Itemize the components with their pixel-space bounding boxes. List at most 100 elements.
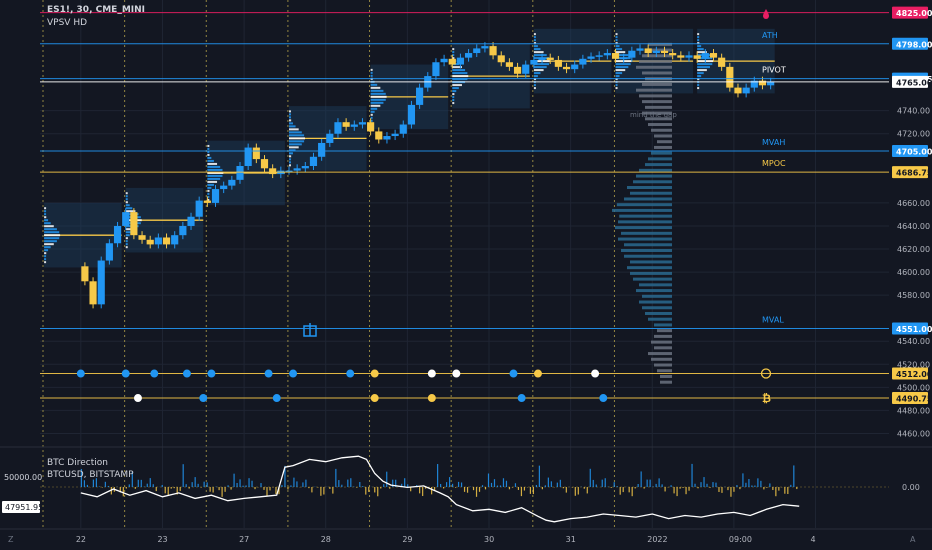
btc-histogram-bar	[661, 484, 663, 487]
candle-body	[562, 66, 571, 70]
session-profile-bar	[452, 99, 455, 102]
btc-histogram-bar	[281, 485, 283, 487]
btc-histogram-bar	[380, 487, 382, 489]
btc-histogram-bar	[95, 478, 97, 487]
clock-coin-icon	[760, 368, 772, 379]
candle-body	[220, 185, 228, 190]
candle-body	[644, 48, 652, 54]
signal-dot	[427, 369, 436, 378]
signal-dot	[599, 394, 608, 403]
session-profile-bar	[697, 66, 710, 69]
session-profile-bar	[533, 84, 536, 87]
time-axis: 22 23 27 28 29 30 31 2022 09:00 4 Z A	[8, 535, 916, 544]
signal-dot	[517, 394, 526, 403]
session-profile-bar	[288, 149, 296, 152]
time-axis-label: 22	[76, 535, 86, 544]
candle-body	[391, 133, 399, 137]
session-profile-bar	[288, 122, 293, 125]
session-profile-bar	[697, 48, 704, 51]
btc-histogram-bar	[631, 487, 633, 497]
btc-histogram-bar	[550, 481, 552, 487]
session-profile-bar	[452, 57, 455, 60]
btc-histogram-bar	[443, 487, 445, 489]
btc-histogram-bar	[487, 473, 490, 487]
session-profile-bar	[452, 51, 455, 54]
btc-histogram-bar	[209, 487, 211, 492]
candle-body	[383, 136, 391, 140]
volume-profile-bar	[642, 306, 672, 310]
btc-right-axis-label: 0.00	[902, 483, 920, 492]
candle-body	[530, 59, 538, 65]
signal-dot	[133, 394, 142, 403]
level-tag-ath: ATH	[762, 31, 778, 40]
session-profile-bar	[697, 75, 702, 78]
session-profile-bar	[370, 107, 378, 110]
price-badge-label: 4512.00	[896, 370, 932, 379]
session-profile-bar	[370, 104, 381, 107]
candle-body	[603, 53, 611, 56]
time-axis-label: 09:00	[729, 535, 752, 544]
btc-histogram-bar	[383, 484, 385, 487]
candle-body	[513, 66, 522, 74]
candle-body	[375, 131, 383, 140]
btc-histogram-bar	[760, 480, 762, 487]
btc-histogram-bar	[377, 487, 379, 497]
symbol-title[interactable]: ES1!, 30, CME_MINI	[47, 5, 146, 15]
session-profile-bar	[288, 158, 291, 161]
session-profile-bar	[697, 36, 700, 39]
session-profile-bar	[288, 155, 292, 158]
btc-histogram-bar	[191, 482, 193, 487]
candle-body	[652, 50, 660, 54]
session-profile-bar	[288, 113, 291, 116]
volume-profile-bar	[654, 134, 672, 138]
price-candles	[81, 42, 775, 309]
session-profile-bar	[533, 42, 537, 45]
btc-histogram-bar	[80, 469, 83, 487]
price-badge-label: 4705.00	[896, 148, 932, 157]
volume-profile-bar	[642, 100, 672, 104]
price-badge	[892, 6, 928, 19]
btc-histogram-bar	[445, 482, 448, 487]
candle-body	[203, 200, 211, 203]
volume-profile-bar	[624, 243, 672, 247]
btc-histogram-bar	[529, 487, 532, 494]
btc-histogram-bar	[134, 487, 136, 489]
btc-histogram-bar	[655, 483, 657, 487]
time-axis-label: 27	[239, 535, 249, 544]
volume-profile-bar	[660, 380, 672, 384]
volume-profile-bar	[639, 283, 672, 287]
price-badge-label: 4686.75	[896, 169, 932, 178]
session-profile-bar	[44, 240, 57, 243]
session-profile-bar	[615, 39, 618, 42]
btc-histogram-bar	[763, 487, 765, 490]
signal-dot	[533, 369, 542, 378]
signal-dot	[509, 369, 518, 378]
volume-profile-bar	[639, 60, 672, 64]
price-badge-label: 4765.00	[896, 78, 932, 87]
btc-histogram-bar	[425, 487, 427, 489]
btc-histogram-bar	[478, 487, 481, 492]
btc-histogram-bar	[619, 487, 621, 495]
session-profile-bar	[533, 66, 547, 69]
candle-body	[342, 122, 350, 127]
candle-body	[758, 80, 767, 86]
session-profile-bar	[370, 95, 387, 98]
candle-body	[105, 243, 113, 261]
session-profile-bar	[697, 45, 702, 48]
btc-histogram-bar	[437, 464, 439, 487]
btc-pane-title[interactable]: BTC Direction	[47, 458, 108, 468]
candle-body	[260, 159, 269, 169]
btc-histogram-bar	[206, 482, 208, 487]
candle-body	[718, 57, 726, 67]
session-profile-bar	[697, 51, 707, 54]
session-profile-bar	[44, 222, 51, 225]
time-axis-corner-right: A	[910, 535, 916, 544]
session-profile-bar	[615, 63, 631, 66]
btc-pane-subtitle[interactable]: BTCUSD, BITSTAMP	[47, 470, 134, 480]
chart-note: mind the gap	[630, 111, 677, 119]
session-profile-bar	[533, 69, 544, 72]
indicator-title[interactable]: VPSV HD	[47, 18, 88, 28]
candle-body	[367, 122, 375, 132]
btc-histogram-bar	[571, 487, 573, 488]
